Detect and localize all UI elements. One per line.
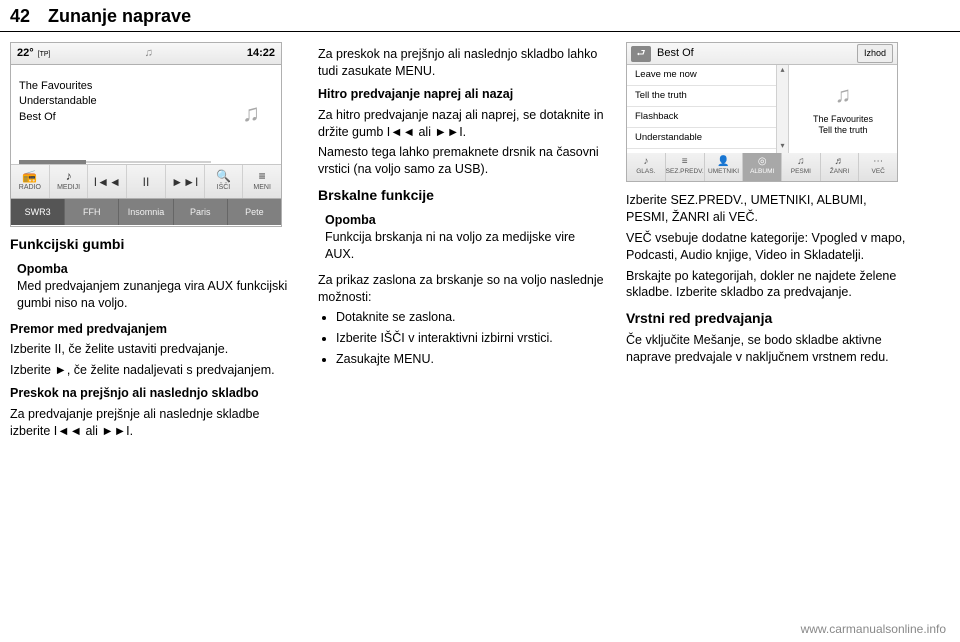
tab-sezpredv[interactable]: ≡SEZ.PREDV.	[666, 153, 705, 181]
np-track: Tell the truth	[818, 125, 867, 137]
h-skip: Preskok na prejšnjo ali naslednjo skladb…	[10, 385, 296, 402]
s1-status-bar: 22° [TP] ♫ 14:22	[11, 43, 281, 65]
s1-track-info: The Favourites Understandable Best Of	[11, 65, 221, 164]
browse-opt-3: Zasukajte MENU.	[336, 351, 604, 368]
browse-opt-2: Izberite IŠČI v interaktivni izbirni vrs…	[336, 330, 604, 347]
p-shuffle: Če vključite Mešanje, se bodo skladbe ak…	[626, 332, 912, 366]
note-body-2: Funkcija brskanja ni na voljo za medijsk…	[325, 229, 603, 263]
chapter-title: Zunanje naprave	[48, 6, 191, 27]
tab-zanri[interactable]: ♬ŽANRI	[821, 153, 860, 181]
h-browse: Brskalne funkcije	[318, 186, 604, 205]
tab-glas[interactable]: ♪GLAS.	[627, 153, 666, 181]
s1-preset-5[interactable]: Pete	[228, 199, 281, 225]
column-1: 22° [TP] ♫ 14:22 The Favourites Understa…	[10, 42, 310, 606]
s1-body: The Favourites Understandable Best Of ♫	[11, 65, 281, 165]
content-columns: 22° [TP] ♫ 14:22 The Favourites Understa…	[0, 32, 960, 612]
p-pause2: Izberite ►, če želite nadaljevati s pred…	[10, 362, 296, 379]
tab-vec[interactable]: ⋯VEČ	[859, 153, 897, 181]
p-pause1: Izberite II, če želite ustaviti predvaja…	[10, 341, 296, 358]
p-fast2: Namesto tega lahko premaknete drsnik na …	[318, 144, 604, 178]
s1-temperature: 22°	[17, 46, 34, 61]
p-menu-rotate: Za preskok na prejšnjo ali naslednjo skl…	[318, 46, 604, 80]
h-fast: Hitro predvajanje naprej ali nazaj	[318, 86, 604, 103]
browse-options-list: Dotaknite se zaslona. Izberite IŠČI v in…	[318, 309, 604, 368]
s1-btn-prev[interactable]: I◄◄	[88, 165, 127, 198]
h-function-buttons: Funkcijski gumbi	[10, 235, 296, 254]
s1-controls: 📻RADIO ♪MEDIJI I◄◄ II ►►I 🔍IŠČI ≡MENI	[11, 165, 281, 199]
scroll-down-icon[interactable]: ▾	[777, 141, 788, 153]
page-header: 42 Zunanje naprave	[0, 0, 960, 32]
note-aux-buttons: Opomba Med predvajanjem zunanjega vira A…	[10, 258, 296, 315]
note-aux-browse: Opomba Funkcija brskanja ni na voljo za …	[318, 209, 604, 266]
scroll-up-icon[interactable]: ▴	[777, 65, 788, 77]
s1-album-art-icon: ♫	[221, 65, 281, 164]
s1-album: Best Of	[19, 110, 213, 125]
p-skip: Za predvajanje prejšnje ali naslednje sk…	[10, 406, 296, 440]
note-body: Med predvajanjem zunanjega vira AUX funk…	[17, 278, 295, 312]
s1-btn-next[interactable]: ►►I	[166, 165, 205, 198]
back-button[interactable]: ⮐	[631, 46, 651, 62]
list-item[interactable]: Understandable	[627, 128, 776, 149]
s2-category-tabs: ♪GLAS. ≡SEZ.PREDV. 👤UMETNIKI ◎ALBUMI ♫PE…	[627, 153, 897, 181]
list-item[interactable]: Flashback	[627, 107, 776, 128]
page-footer-url: www.carmanualsonline.info	[801, 622, 946, 636]
column-3: ⮐ Best Of Izhod Leave me now Tell the tr…	[626, 42, 926, 606]
s1-clock: 14:22	[247, 46, 275, 61]
s1-btn-search[interactable]: 🔍IŠČI	[205, 165, 244, 198]
h-play-order: Vrstni red predvajanja	[626, 309, 912, 328]
s2-title: Best Of	[657, 46, 857, 61]
s2-track-list: Leave me now Tell the truth Flashback Un…	[627, 65, 777, 153]
p-browse-intro: Za prikaz zaslona za brskanje so na volj…	[318, 272, 604, 306]
p-fast1: Za hitro predvajanje nazaj ali naprej, s…	[318, 107, 604, 141]
s1-preset-4[interactable]: Paris	[174, 199, 228, 225]
s1-presets: SWR3 FFH Insomnia Paris Pete	[11, 199, 281, 225]
s1-preset-1[interactable]: SWR3	[11, 199, 65, 225]
screenshot-album-browse: ⮐ Best Of Izhod Leave me now Tell the tr…	[626, 42, 898, 182]
page-number: 42	[10, 6, 30, 27]
s1-btn-media[interactable]: ♪MEDIJI	[50, 165, 89, 198]
s1-btn-menu[interactable]: ≡MENI	[243, 165, 281, 198]
p-browse-categories: Brskajte po kategorijah, dokler ne najde…	[626, 268, 912, 302]
s2-scrollbar[interactable]: ▴ ▾	[777, 65, 789, 153]
s1-btn-pause[interactable]: II	[127, 165, 166, 198]
tab-umetniki[interactable]: 👤UMETNIKI	[705, 153, 744, 181]
s1-progress-bar[interactable]	[19, 161, 211, 163]
s1-preset-3[interactable]: Insomnia	[119, 199, 173, 225]
note-title-2: Opomba	[325, 212, 603, 229]
tab-albumi[interactable]: ◎ALBUMI	[743, 153, 782, 181]
s1-title: Understandable	[19, 94, 213, 109]
list-item[interactable]: Leave me now	[627, 65, 776, 86]
exit-button[interactable]: Izhod	[857, 44, 893, 62]
h-pause: Premor med predvajanjem	[10, 321, 296, 338]
s1-btn-radio[interactable]: 📻RADIO	[11, 165, 50, 198]
album-art-icon: ♫	[835, 81, 852, 110]
note-title: Opomba	[17, 261, 295, 278]
s2-now-playing: ♫ The Favourites Tell the truth	[789, 65, 897, 153]
np-artist: The Favourites	[813, 114, 873, 126]
s1-preset-2[interactable]: FFH	[65, 199, 119, 225]
s2-body: Leave me now Tell the truth Flashback Un…	[627, 65, 897, 153]
list-item[interactable]: Tell the truth	[627, 86, 776, 107]
browse-opt-1: Dotaknite se zaslona.	[336, 309, 604, 326]
s1-tp-indicator: [TP]	[38, 51, 51, 58]
tab-pesmi[interactable]: ♫PESMI	[782, 153, 821, 181]
s1-artist: The Favourites	[19, 79, 213, 94]
p-select-category: Izberite SEZ.PREDV., UMETNIKI, ALBUMI, P…	[626, 192, 912, 226]
screenshot-media-player: 22° [TP] ♫ 14:22 The Favourites Understa…	[10, 42, 282, 227]
s2-titlebar: ⮐ Best Of Izhod	[627, 43, 897, 65]
s1-top-icon: ♫	[50, 46, 246, 61]
p-more-categories: VEČ vsebuje dodatne kategorije: Vpogled …	[626, 230, 912, 264]
column-2: Za preskok na prejšnjo ali naslednjo skl…	[318, 42, 618, 606]
